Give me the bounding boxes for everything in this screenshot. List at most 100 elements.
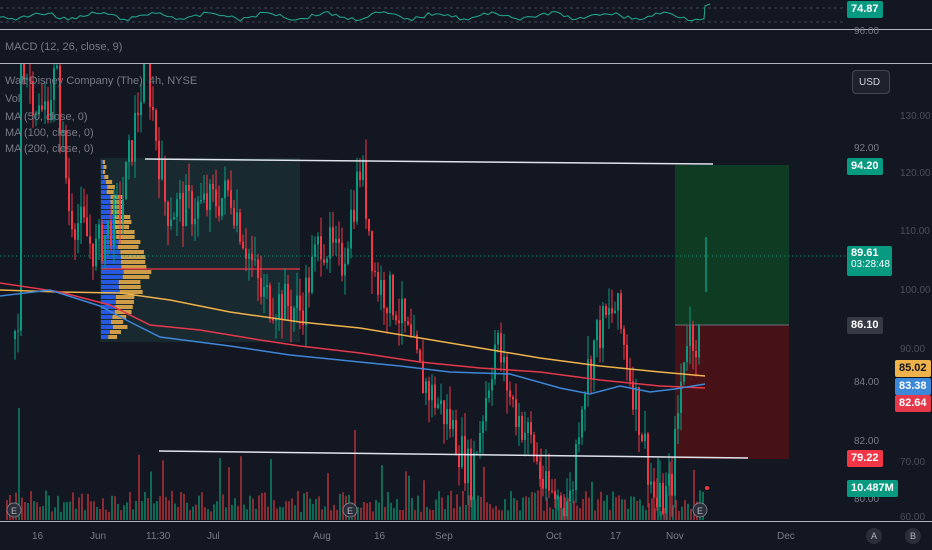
volume-legend[interactable]: Vol xyxy=(5,93,21,105)
volume-bar xyxy=(480,496,482,520)
volume-bar xyxy=(675,500,677,520)
price-tick-label: 92.00 xyxy=(854,143,880,154)
log-scale-button[interactable]: B xyxy=(905,528,921,544)
volume-bar xyxy=(282,507,284,520)
symbol-title[interactable]: Walt Disney Company (The), 4h, NYSE xyxy=(5,75,198,87)
candle-body xyxy=(434,384,436,409)
ma200-legend[interactable]: MA (200, close, 0) xyxy=(5,143,94,155)
volume-bar xyxy=(168,500,170,520)
currency-button[interactable]: USD xyxy=(852,70,890,94)
rsi-pane[interactable] xyxy=(0,0,845,28)
macd-label[interactable]: MACD (12, 26, close, 9) xyxy=(5,41,123,53)
candle-body xyxy=(395,315,397,321)
volume-bar xyxy=(642,505,644,520)
ma100-price-badge: 83.38 xyxy=(895,378,931,395)
volume-bar xyxy=(201,492,203,520)
candle-body xyxy=(140,101,142,116)
candle-body xyxy=(608,308,610,315)
volume-bar xyxy=(591,481,593,520)
volume-bar xyxy=(378,502,380,520)
candle-body xyxy=(539,461,541,479)
candle-body xyxy=(479,432,481,453)
volume-bar xyxy=(54,507,56,520)
volume-bar xyxy=(477,495,479,520)
volume-bar xyxy=(372,511,374,520)
candle-body xyxy=(68,178,70,211)
volume-bar xyxy=(597,499,599,520)
volume-bar xyxy=(117,504,119,520)
volume-bar xyxy=(669,461,671,520)
candle-body xyxy=(467,448,469,484)
volume-profile-bar xyxy=(101,165,104,169)
volume-bar xyxy=(687,503,689,520)
candle-body xyxy=(392,275,394,316)
volume-profile-bar xyxy=(102,170,106,174)
candle-body xyxy=(350,209,352,249)
candle-body xyxy=(251,253,253,261)
volume-bar xyxy=(402,510,404,520)
volume-bar xyxy=(42,506,44,520)
volume-bar xyxy=(426,507,428,520)
candle-body xyxy=(368,218,370,232)
earnings-marker-circle xyxy=(342,502,358,518)
candle-body xyxy=(17,330,19,332)
pane-divider[interactable] xyxy=(0,63,932,64)
volume-profile-bar xyxy=(101,240,119,244)
candle-body xyxy=(245,248,247,259)
candle-body xyxy=(233,207,235,226)
candle-body xyxy=(182,193,184,226)
pane-divider[interactable] xyxy=(0,29,932,30)
ma100-legend[interactable]: MA (100, close, 0) xyxy=(5,127,94,139)
auto-scale-button[interactable]: A xyxy=(866,528,882,544)
volume-bar xyxy=(285,501,287,520)
ma200-line xyxy=(0,289,706,377)
candle-body xyxy=(56,65,58,69)
candle-body xyxy=(386,308,388,314)
volume-bar xyxy=(123,505,125,520)
long-position-profit-zone xyxy=(675,165,789,325)
volume-bar xyxy=(249,495,251,520)
candle-body xyxy=(410,324,412,336)
candle-body xyxy=(101,224,103,261)
candle-body xyxy=(191,190,193,225)
volume-bar xyxy=(369,502,371,520)
candle-body xyxy=(71,210,73,230)
volume-bar xyxy=(153,503,155,520)
candle-body xyxy=(404,298,406,322)
candle-body xyxy=(542,478,544,489)
candle-body xyxy=(80,206,82,224)
earnings-marker-label: E xyxy=(697,506,703,516)
volume-bar xyxy=(432,509,434,520)
volume-bar xyxy=(423,480,425,520)
volume-bar xyxy=(651,498,653,520)
volume-bar xyxy=(606,495,608,520)
time-tick-label: Sep xyxy=(435,531,453,542)
volume-profile-bar xyxy=(101,170,103,174)
candle-body xyxy=(329,227,331,259)
candle-body xyxy=(74,229,76,240)
volume-bar xyxy=(384,506,386,520)
candle-body xyxy=(341,242,343,276)
candle-body xyxy=(296,295,298,309)
candle-body xyxy=(458,455,460,468)
volume-bar xyxy=(690,508,692,520)
candle-body xyxy=(599,320,601,349)
volume-bar xyxy=(504,499,506,520)
time-tick-label: 16 xyxy=(32,531,44,542)
volume-profile-bar xyxy=(101,325,113,329)
earnings-marker: E xyxy=(6,502,22,518)
candle-body xyxy=(203,193,205,200)
candle-body xyxy=(278,294,280,320)
candle-body xyxy=(665,485,667,514)
volume-bar xyxy=(255,508,257,520)
candle-body xyxy=(443,400,445,425)
volume-profile-bar xyxy=(101,160,103,164)
candle-body xyxy=(335,238,337,243)
candle-body xyxy=(194,218,196,225)
volume-bar xyxy=(78,497,80,520)
stop-price-badge: 79.22 xyxy=(847,450,883,467)
ma50-legend[interactable]: MA (50, close, 0) xyxy=(5,111,88,123)
volume-bar xyxy=(465,505,467,520)
